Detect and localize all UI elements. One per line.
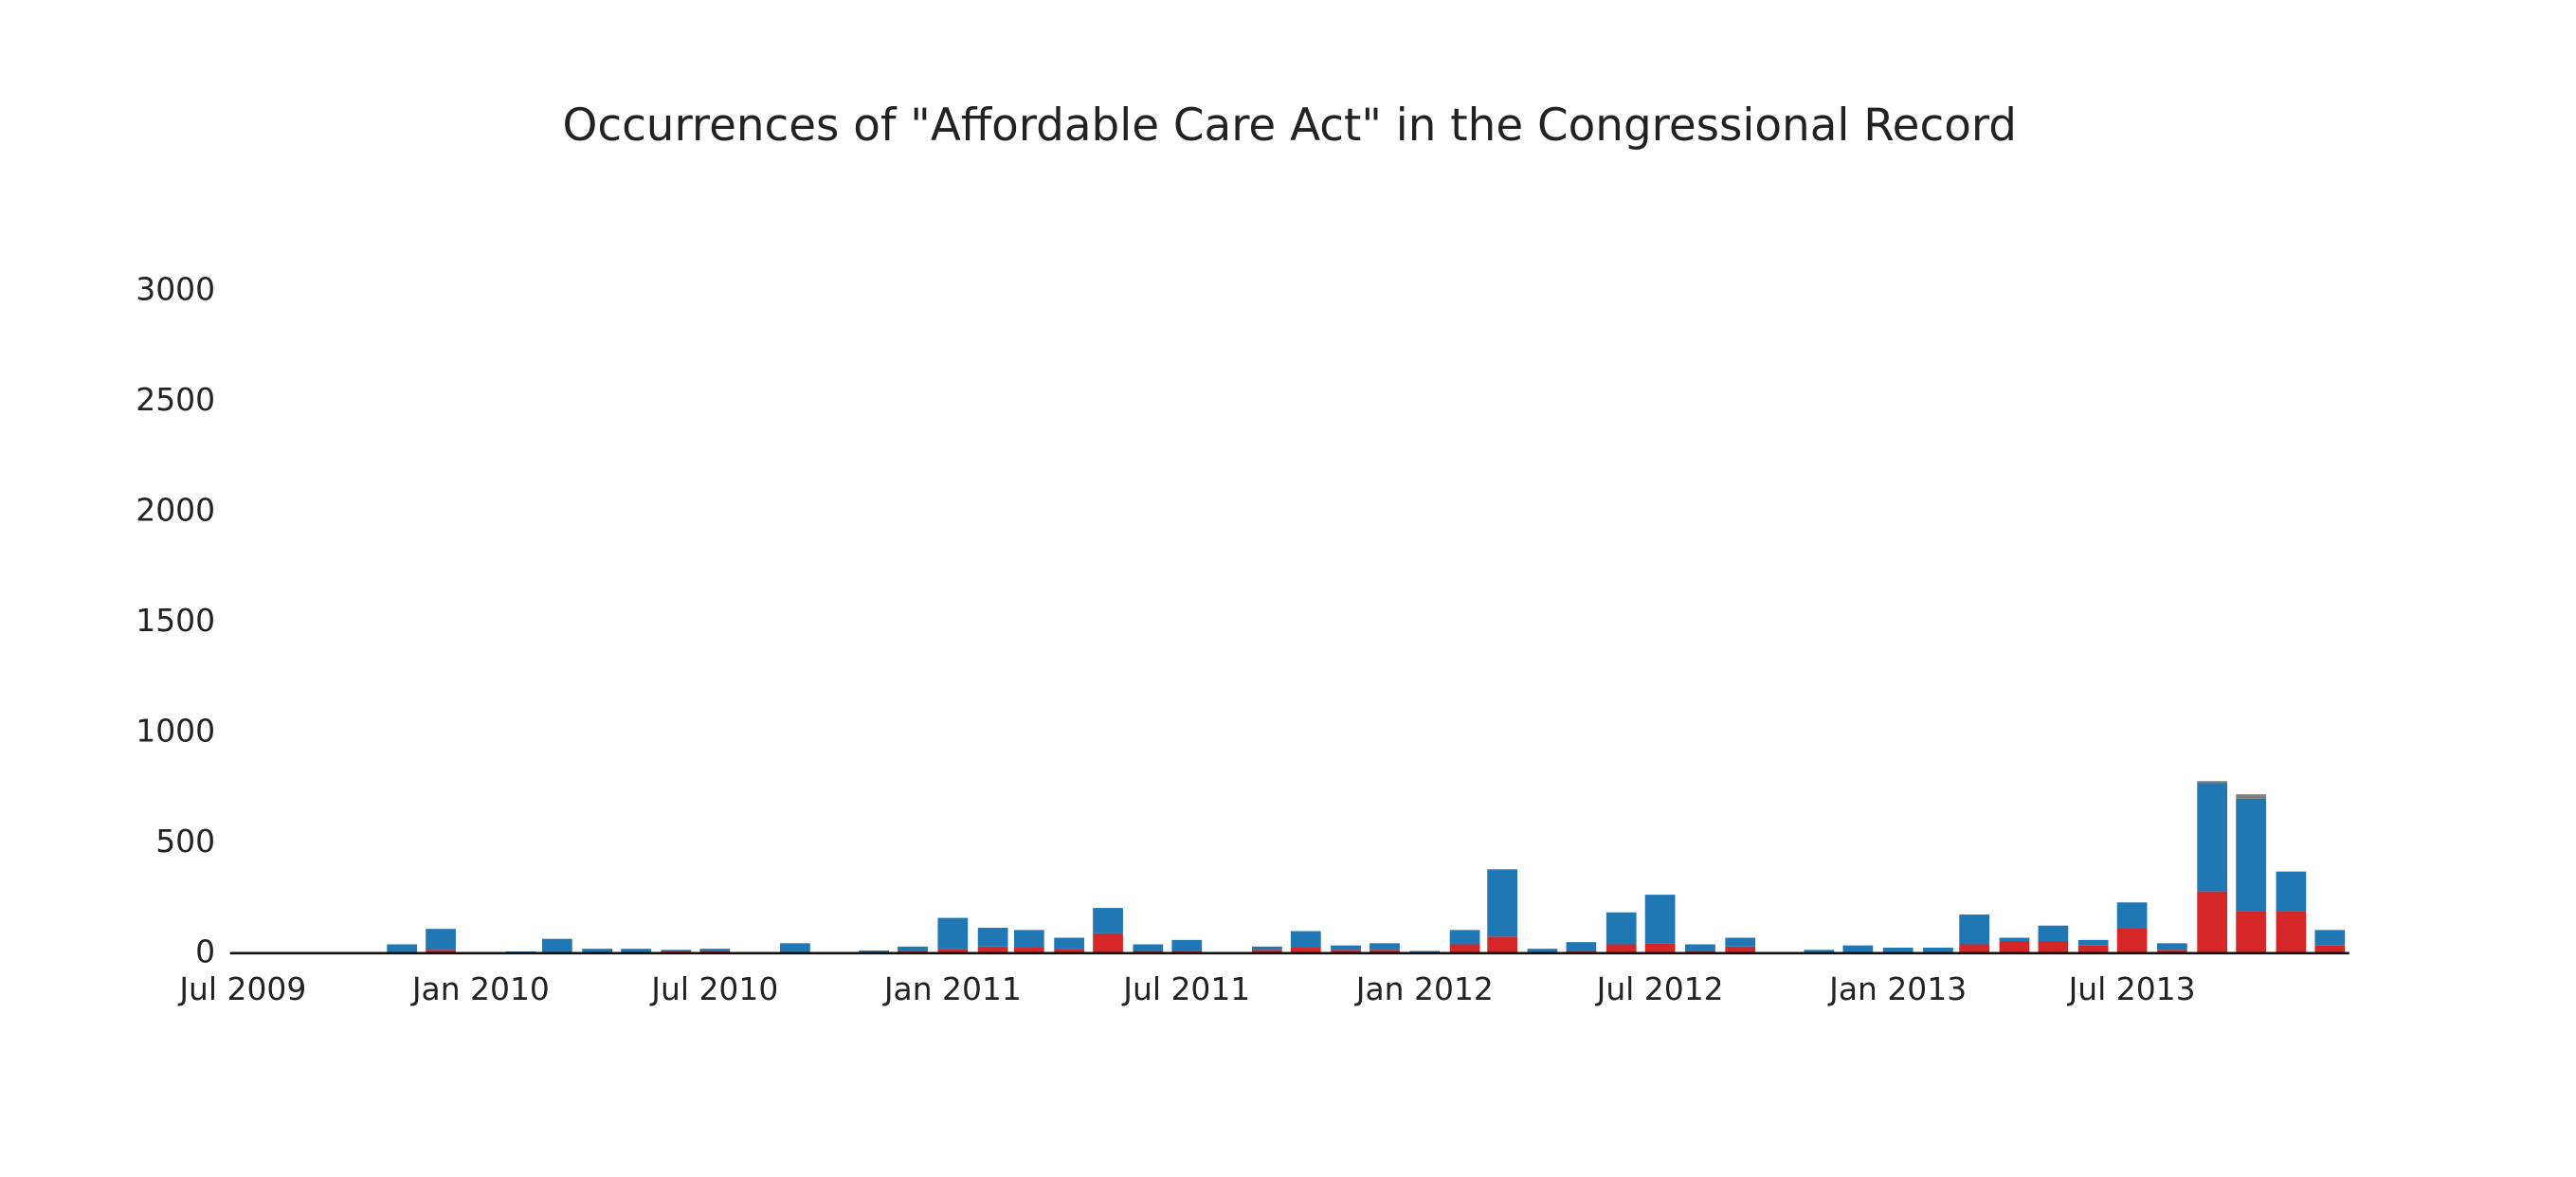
bar	[2314, 945, 2346, 953]
chart-title: Occurrences of "Affordable Care Act" in …	[563, 100, 2017, 152]
bar	[937, 949, 969, 953]
bar	[1644, 943, 1676, 953]
bar	[1959, 944, 1989, 953]
bar	[699, 949, 731, 951]
bar	[1054, 937, 1084, 950]
y-tick-label: 0	[195, 933, 215, 969]
bar	[1370, 943, 1400, 951]
bar	[1566, 942, 1597, 951]
bar	[621, 949, 651, 952]
bar	[2314, 930, 2346, 946]
bar	[1013, 930, 1044, 948]
bar	[1093, 933, 1123, 953]
bar	[1331, 945, 1361, 951]
bar	[898, 946, 928, 951]
bar	[661, 950, 692, 951]
bar	[1251, 946, 1282, 951]
bar	[2197, 783, 2228, 892]
bar	[2157, 950, 2187, 953]
x-tick-label: Jan 2011	[882, 970, 1022, 1007]
bar	[2197, 781, 2228, 784]
x-tick-label: Jul 2010	[649, 970, 778, 1007]
bar	[1370, 950, 1400, 953]
x-tick-label: Jan 2010	[410, 970, 550, 1007]
bar	[1605, 912, 1637, 945]
bar	[426, 929, 456, 951]
bar	[1487, 869, 1518, 937]
y-tick-label: 1500	[136, 602, 215, 639]
bar	[426, 950, 456, 953]
bar	[1409, 951, 1441, 953]
bar	[1527, 949, 1558, 952]
bar	[1804, 950, 1835, 953]
bar	[1605, 944, 1637, 953]
y-tick-label: 3000	[136, 271, 215, 308]
bar	[1999, 937, 2030, 942]
bar	[1331, 950, 1361, 953]
x-tick-label: Jan 2012	[1354, 970, 1494, 1007]
bar	[1487, 936, 1518, 953]
bar	[2276, 911, 2307, 953]
bar	[1449, 930, 1480, 945]
bar	[2038, 925, 2069, 942]
bar	[2197, 891, 2228, 953]
bar	[2077, 945, 2109, 953]
bar	[1290, 931, 1321, 948]
bar	[977, 946, 1008, 953]
bar	[1842, 945, 1874, 952]
bar	[541, 938, 572, 952]
x-tick-label: Jul 2009	[177, 970, 306, 1007]
bar	[1251, 950, 1282, 953]
bar	[1171, 939, 1203, 951]
bar	[1685, 944, 1715, 951]
y-tick-label: 2500	[136, 381, 215, 418]
x-tick-label: Jul 2011	[1121, 970, 1250, 1007]
x-tick-label: Jan 2013	[1827, 970, 1967, 1007]
bar	[2077, 939, 2109, 946]
bar	[1999, 941, 2030, 953]
bar	[582, 949, 613, 953]
bar	[1290, 947, 1321, 953]
bar	[1644, 895, 1676, 944]
y-tick-label: 1000	[136, 712, 215, 749]
bar	[1013, 947, 1044, 953]
bar	[2276, 871, 2307, 912]
bar	[1054, 949, 1084, 953]
y-tick-label: 500	[155, 823, 215, 860]
bar	[387, 944, 417, 952]
bar	[699, 951, 731, 953]
bar	[1725, 937, 1756, 947]
bar	[859, 951, 889, 952]
bar	[937, 917, 969, 950]
x-tick-label: Jul 2012	[1595, 970, 1724, 1007]
bar	[977, 928, 1008, 947]
bar	[2236, 911, 2266, 953]
x-tick-label: Jul 2013	[2067, 970, 2196, 1007]
bar	[2038, 941, 2069, 953]
bar	[1133, 944, 1164, 951]
bar	[1959, 914, 1989, 945]
bar	[2157, 943, 2187, 951]
bar	[2116, 902, 2148, 929]
bar	[1923, 947, 1953, 952]
bar	[780, 943, 810, 953]
bar	[1449, 944, 1480, 953]
bar	[1882, 947, 1914, 952]
bar	[2236, 794, 2266, 799]
bar	[2116, 928, 2148, 953]
bar	[1093, 908, 1123, 933]
bar	[2236, 798, 2266, 912]
bar	[1725, 946, 1756, 953]
y-tick-label: 2000	[136, 492, 215, 529]
